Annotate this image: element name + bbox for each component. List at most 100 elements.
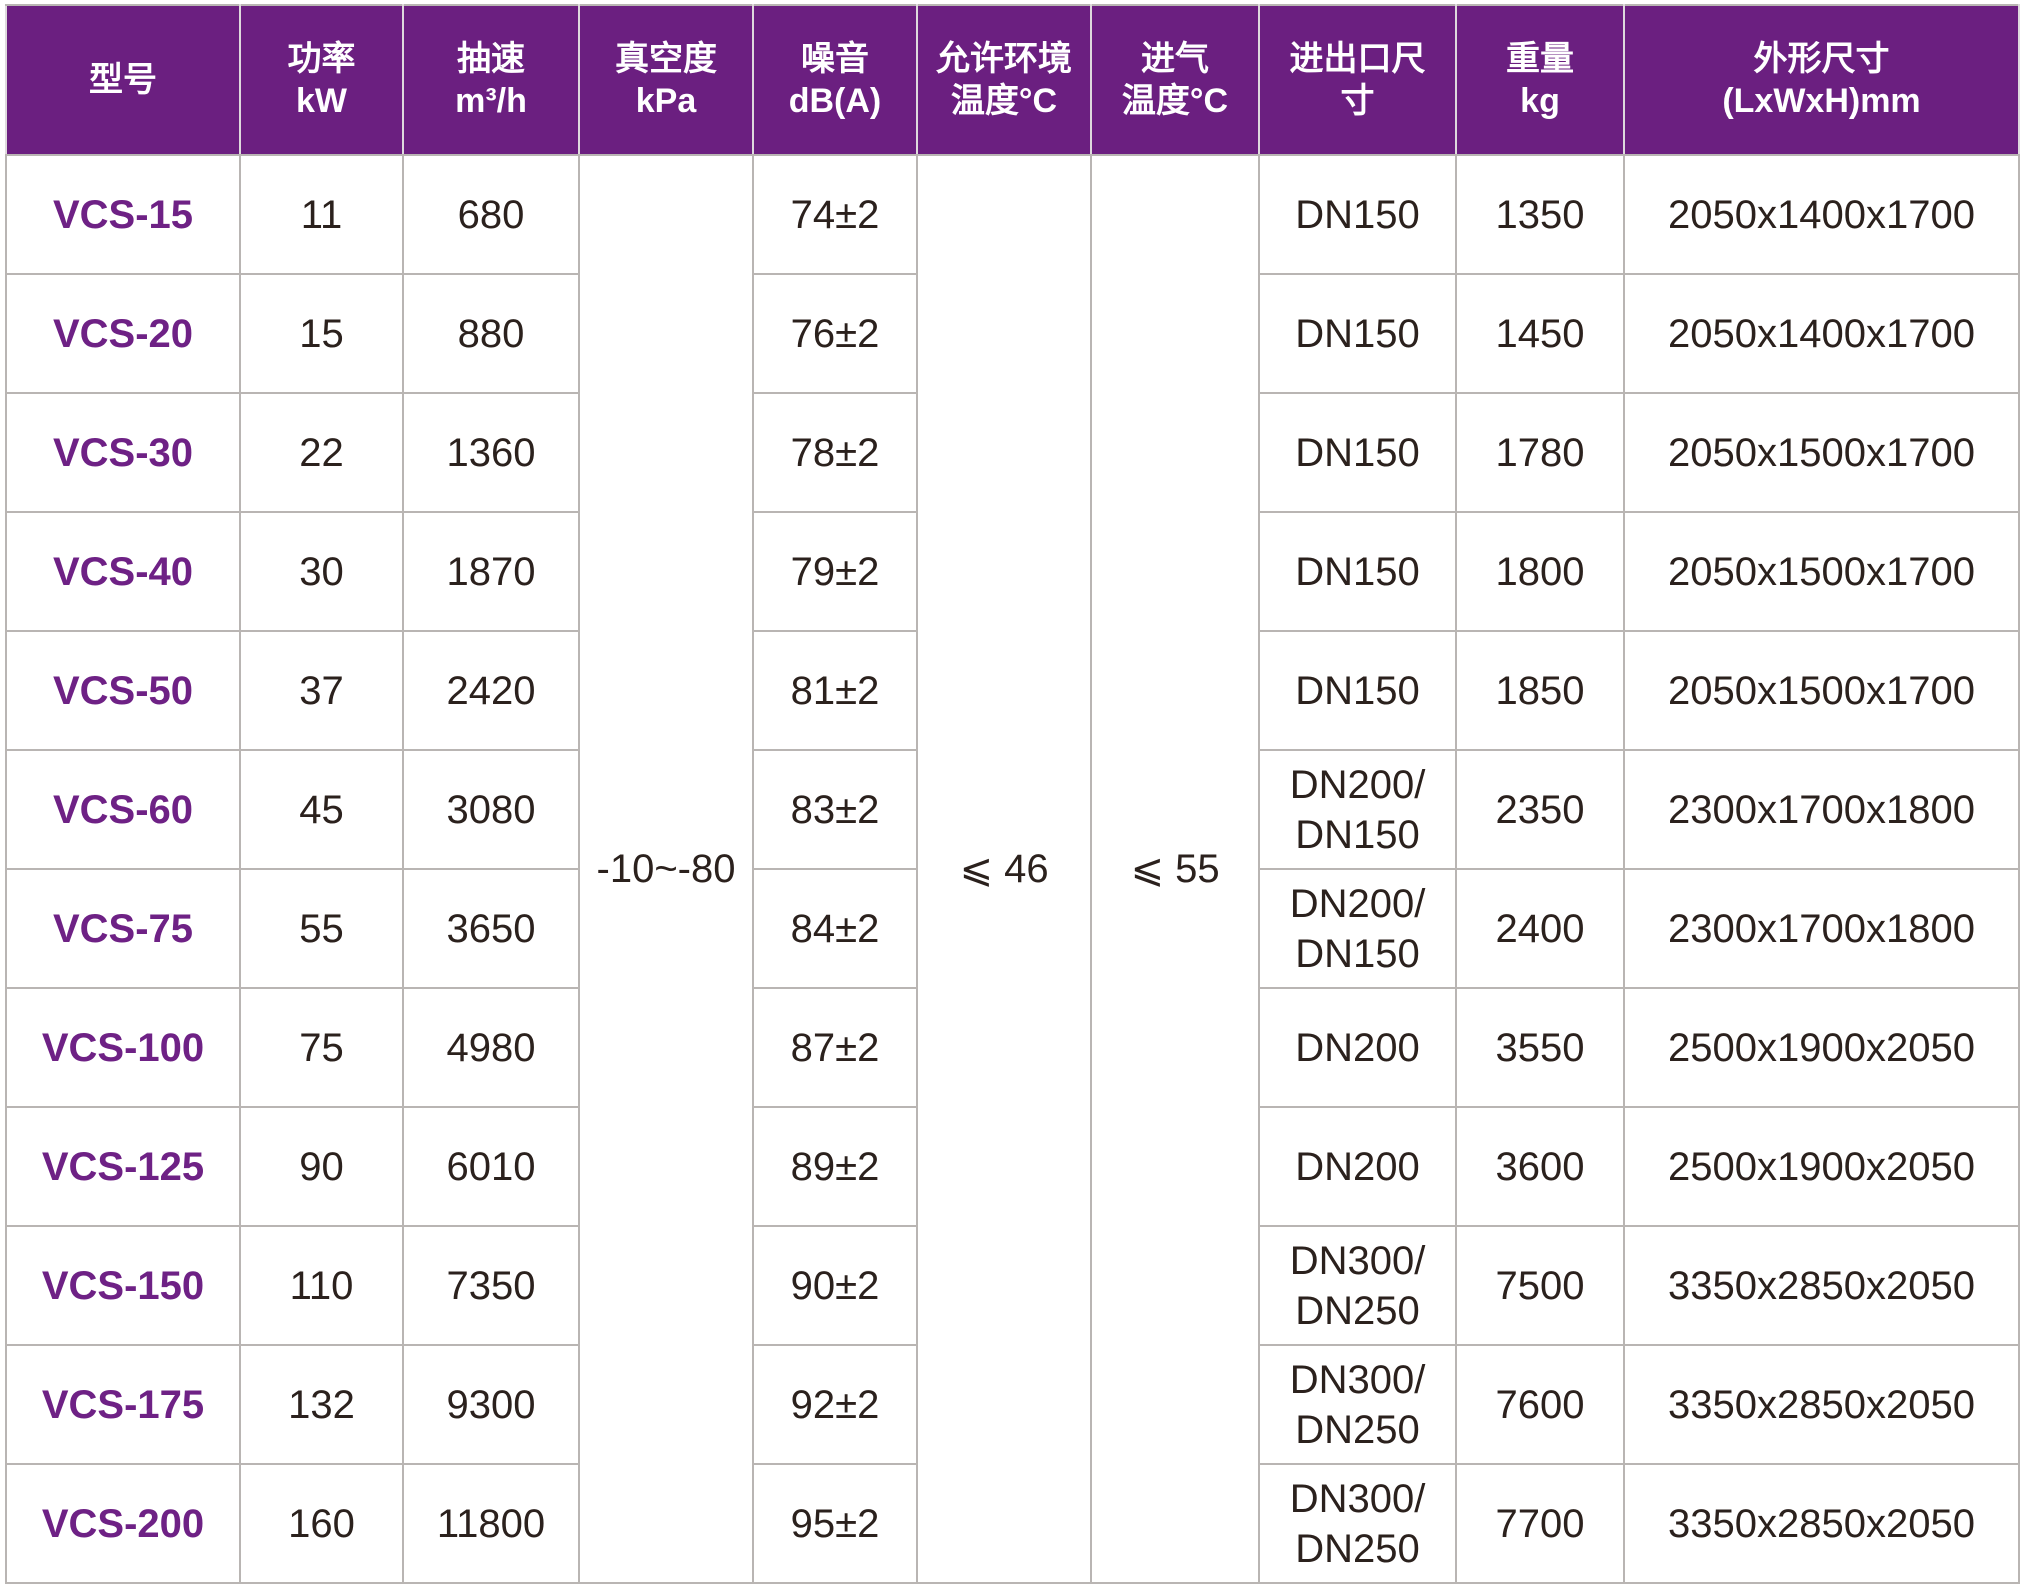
table-row: VCS-60 45 3080 83±2 DN200/ DN150 2350 23… bbox=[5, 749, 2020, 870]
noise-cell: 92±2 bbox=[752, 1344, 918, 1465]
model-cell: VCS-150 bbox=[5, 1225, 241, 1346]
noise-cell: 79±2 bbox=[752, 511, 918, 632]
weight-cell: 7700 bbox=[1455, 1463, 1625, 1584]
ports-cell: DN200 bbox=[1258, 987, 1457, 1108]
ports-cell: DN300/ DN250 bbox=[1258, 1344, 1457, 1465]
dims-cell: 2500x1900x2050 bbox=[1623, 987, 2020, 1108]
table-row: VCS-125 90 6010 89±2 DN200 3600 2500x190… bbox=[5, 1106, 2020, 1227]
dims-cell: 2050x1500x1700 bbox=[1623, 511, 2020, 632]
col-header-speed: 抽速 m³/h bbox=[402, 4, 580, 156]
ports-cell: DN150 bbox=[1258, 630, 1457, 751]
speed-cell: 9300 bbox=[402, 1344, 580, 1465]
weight-cell: 1800 bbox=[1455, 511, 1625, 632]
noise-cell: 76±2 bbox=[752, 273, 918, 394]
model-cell: VCS-60 bbox=[5, 749, 241, 870]
intake-temp-merged-cell: ⩽ 55 bbox=[1090, 154, 1260, 1584]
weight-cell: 3550 bbox=[1455, 987, 1625, 1108]
weight-cell: 2400 bbox=[1455, 868, 1625, 989]
speed-cell: 11800 bbox=[402, 1463, 580, 1584]
speed-cell: 880 bbox=[402, 273, 580, 394]
noise-cell: 87±2 bbox=[752, 987, 918, 1108]
ports-cell: DN200/ DN150 bbox=[1258, 749, 1457, 870]
ports-cell: DN300/ DN250 bbox=[1258, 1225, 1457, 1346]
weight-cell: 2350 bbox=[1455, 749, 1625, 870]
model-cell: VCS-40 bbox=[5, 511, 241, 632]
dims-cell: 2050x1400x1700 bbox=[1623, 154, 2020, 275]
weight-cell: 1850 bbox=[1455, 630, 1625, 751]
noise-cell: 90±2 bbox=[752, 1225, 918, 1346]
noise-cell: 89±2 bbox=[752, 1106, 918, 1227]
table-row: VCS-100 75 4980 87±2 DN200 3550 2500x190… bbox=[5, 987, 2020, 1108]
table-row: VCS-20 15 880 76±2 DN150 1450 2050x1400x… bbox=[5, 273, 2020, 394]
col-header-weight: 重量 kg bbox=[1455, 4, 1625, 156]
table-row: VCS-175 132 9300 92±2 DN300/ DN250 7600 … bbox=[5, 1344, 2020, 1465]
col-header-ambient: 允许环境 温度°C bbox=[916, 4, 1092, 156]
noise-cell: 84±2 bbox=[752, 868, 918, 989]
speed-cell: 4980 bbox=[402, 987, 580, 1108]
power-cell: 132 bbox=[239, 1344, 404, 1465]
power-cell: 37 bbox=[239, 630, 404, 751]
noise-cell: 81±2 bbox=[752, 630, 918, 751]
ports-cell: DN200/ DN150 bbox=[1258, 868, 1457, 989]
weight-cell: 7600 bbox=[1455, 1344, 1625, 1465]
dims-cell: 2300x1700x1800 bbox=[1623, 749, 2020, 870]
col-header-intake: 进气 温度°C bbox=[1090, 4, 1260, 156]
ports-cell: DN150 bbox=[1258, 511, 1457, 632]
noise-cell: 95±2 bbox=[752, 1463, 918, 1584]
model-cell: VCS-75 bbox=[5, 868, 241, 989]
ports-cell: DN300/ DN250 bbox=[1258, 1463, 1457, 1584]
spec-table: 型号 功率 kW 抽速 m³/h 真空度 kPa 噪音 dB(A) 允许环境 温… bbox=[5, 4, 2020, 1584]
speed-cell: 680 bbox=[402, 154, 580, 275]
model-cell: VCS-30 bbox=[5, 392, 241, 513]
noise-cell: 78±2 bbox=[752, 392, 918, 513]
weight-cell: 7500 bbox=[1455, 1225, 1625, 1346]
power-cell: 45 bbox=[239, 749, 404, 870]
col-header-power: 功率 kW bbox=[239, 4, 404, 156]
model-cell: VCS-125 bbox=[5, 1106, 241, 1227]
speed-cell: 6010 bbox=[402, 1106, 580, 1227]
ambient-temp-merged-cell: ⩽ 46 bbox=[916, 154, 1092, 1584]
speed-cell: 1870 bbox=[402, 511, 580, 632]
table-row: VCS-40 30 1870 79±2 DN150 1800 2050x1500… bbox=[5, 511, 2020, 632]
noise-cell: 74±2 bbox=[752, 154, 918, 275]
speed-cell: 3650 bbox=[402, 868, 580, 989]
model-cell: VCS-50 bbox=[5, 630, 241, 751]
table-row: VCS-15 11 680 -10~-80 74±2 ⩽ 46 ⩽ 55 DN1… bbox=[5, 154, 2020, 1584]
ports-cell: DN150 bbox=[1258, 273, 1457, 394]
dims-cell: 2050x1400x1700 bbox=[1623, 273, 2020, 394]
col-header-dims: 外形尺寸 (LxWxH)mm bbox=[1623, 4, 2020, 156]
power-cell: 90 bbox=[239, 1106, 404, 1227]
ports-cell: DN150 bbox=[1258, 154, 1457, 275]
model-cell: VCS-175 bbox=[5, 1344, 241, 1465]
weight-cell: 1350 bbox=[1455, 154, 1625, 275]
col-header-model: 型号 bbox=[5, 4, 241, 156]
power-cell: 15 bbox=[239, 273, 404, 394]
speed-cell: 2420 bbox=[402, 630, 580, 751]
speed-cell: 1360 bbox=[402, 392, 580, 513]
power-cell: 55 bbox=[239, 868, 404, 989]
dims-cell: 2300x1700x1800 bbox=[1623, 868, 2020, 989]
dims-cell: 3350x2850x2050 bbox=[1623, 1225, 2020, 1346]
power-cell: 160 bbox=[239, 1463, 404, 1584]
vacuum-merged-cell: -10~-80 bbox=[578, 154, 754, 1584]
weight-cell: 3600 bbox=[1455, 1106, 1625, 1227]
weight-cell: 1450 bbox=[1455, 273, 1625, 394]
model-cell: VCS-15 bbox=[5, 154, 241, 275]
speed-cell: 3080 bbox=[402, 749, 580, 870]
power-cell: 30 bbox=[239, 511, 404, 632]
noise-cell: 83±2 bbox=[752, 749, 918, 870]
power-cell: 22 bbox=[239, 392, 404, 513]
weight-cell: 1780 bbox=[1455, 392, 1625, 513]
speed-cell: 7350 bbox=[402, 1225, 580, 1346]
table-row: VCS-30 22 1360 78±2 DN150 1780 2050x1500… bbox=[5, 392, 2020, 513]
table-row: VCS-75 55 3650 84±2 DN200/ DN150 2400 23… bbox=[5, 868, 2020, 989]
model-cell: VCS-100 bbox=[5, 987, 241, 1108]
ports-cell: DN200 bbox=[1258, 1106, 1457, 1227]
model-cell: VCS-200 bbox=[5, 1463, 241, 1584]
table-row: VCS-200 160 11800 95±2 DN300/ DN250 7700… bbox=[5, 1463, 2020, 1584]
table-row: VCS-50 37 2420 81±2 DN150 1850 2050x1500… bbox=[5, 630, 2020, 751]
dims-cell: 3350x2850x2050 bbox=[1623, 1344, 2020, 1465]
model-cell: VCS-20 bbox=[5, 273, 241, 394]
header-row: 型号 功率 kW 抽速 m³/h 真空度 kPa 噪音 dB(A) 允许环境 温… bbox=[5, 4, 2020, 156]
dims-cell: 2500x1900x2050 bbox=[1623, 1106, 2020, 1227]
